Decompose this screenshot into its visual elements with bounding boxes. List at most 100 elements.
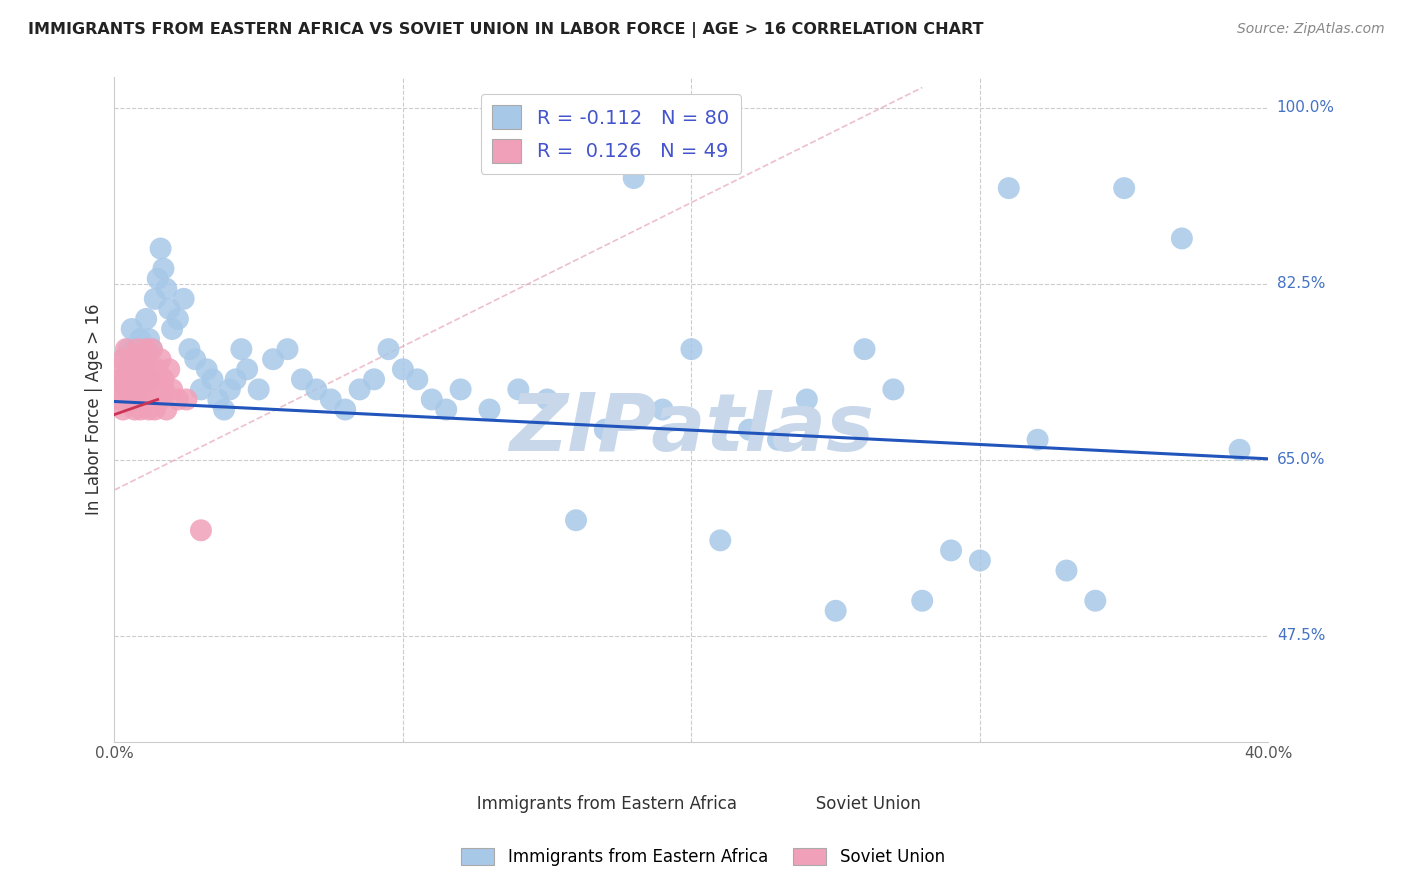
- Point: [201, 372, 224, 386]
- Point: [121, 392, 143, 407]
- Point: [132, 383, 155, 397]
- Point: [450, 383, 472, 397]
- Point: [121, 372, 143, 386]
- Point: [118, 362, 141, 376]
- Point: [190, 383, 212, 397]
- Point: [121, 352, 143, 367]
- Point: [112, 352, 135, 367]
- Point: [167, 392, 190, 407]
- Point: [824, 604, 846, 618]
- Point: [349, 383, 371, 397]
- Point: [129, 383, 152, 397]
- Point: [173, 292, 195, 306]
- Point: [1026, 433, 1049, 447]
- Point: [651, 402, 673, 417]
- Text: 100.0%: 100.0%: [1277, 100, 1334, 115]
- Point: [135, 312, 157, 326]
- Text: 47.5%: 47.5%: [1277, 629, 1324, 643]
- Text: 65.0%: 65.0%: [1277, 452, 1326, 467]
- Point: [115, 342, 138, 356]
- Point: [152, 261, 174, 276]
- Point: [135, 352, 157, 367]
- Y-axis label: In Labor Force | Age > 16: In Labor Force | Age > 16: [86, 304, 103, 516]
- Point: [112, 402, 135, 417]
- Point: [218, 383, 240, 397]
- Point: [478, 402, 501, 417]
- Point: [138, 372, 160, 386]
- Point: [149, 352, 172, 367]
- Point: [969, 553, 991, 567]
- Point: [247, 383, 270, 397]
- Point: [132, 352, 155, 367]
- Point: [997, 181, 1019, 195]
- Point: [225, 372, 247, 386]
- Point: [276, 342, 298, 356]
- Point: [121, 322, 143, 336]
- Point: [127, 372, 149, 386]
- Point: [143, 392, 166, 407]
- Point: [593, 423, 616, 437]
- Point: [124, 402, 146, 417]
- Point: [1056, 564, 1078, 578]
- Point: [190, 523, 212, 537]
- Point: [124, 362, 146, 376]
- Point: [118, 383, 141, 397]
- Point: [536, 392, 558, 407]
- Point: [207, 392, 229, 407]
- Point: [565, 513, 588, 527]
- Point: [152, 372, 174, 386]
- Point: [319, 392, 342, 407]
- Point: [138, 383, 160, 397]
- Point: [738, 423, 761, 437]
- Point: [155, 402, 177, 417]
- Point: [135, 342, 157, 356]
- Point: [146, 383, 169, 397]
- Point: [363, 372, 385, 386]
- Point: [105, 383, 128, 397]
- Point: [157, 301, 180, 316]
- Point: [392, 362, 415, 376]
- Point: [112, 352, 135, 367]
- Point: [939, 543, 962, 558]
- Point: [132, 342, 155, 356]
- Point: [152, 383, 174, 397]
- Point: [138, 402, 160, 417]
- Point: [146, 372, 169, 386]
- Point: [129, 332, 152, 346]
- Point: [160, 322, 183, 336]
- Point: [420, 392, 443, 407]
- Point: [623, 171, 645, 186]
- Point: [127, 383, 149, 397]
- Point: [146, 271, 169, 285]
- Point: [377, 342, 399, 356]
- Point: [291, 372, 314, 386]
- Point: [882, 383, 904, 397]
- Point: [195, 362, 218, 376]
- Point: [141, 372, 163, 386]
- Point: [141, 342, 163, 356]
- Point: [141, 383, 163, 397]
- Point: [132, 372, 155, 386]
- Point: [138, 372, 160, 386]
- Point: [1114, 181, 1136, 195]
- Point: [406, 372, 429, 386]
- Point: [853, 342, 876, 356]
- Point: [115, 383, 138, 397]
- Point: [149, 242, 172, 256]
- Point: [129, 402, 152, 417]
- Point: [179, 342, 201, 356]
- Point: [118, 362, 141, 376]
- Point: [141, 362, 163, 376]
- Point: [212, 402, 235, 417]
- Point: [157, 362, 180, 376]
- Point: [143, 292, 166, 306]
- Point: [335, 402, 357, 417]
- Point: [236, 362, 259, 376]
- Point: [184, 352, 207, 367]
- Point: [160, 383, 183, 397]
- Text: Immigrants from Eastern Africa               Soviet Union: Immigrants from Eastern Africa Soviet Un…: [461, 795, 921, 813]
- Point: [305, 383, 328, 397]
- Point: [262, 352, 284, 367]
- Point: [108, 372, 131, 386]
- Point: [127, 352, 149, 367]
